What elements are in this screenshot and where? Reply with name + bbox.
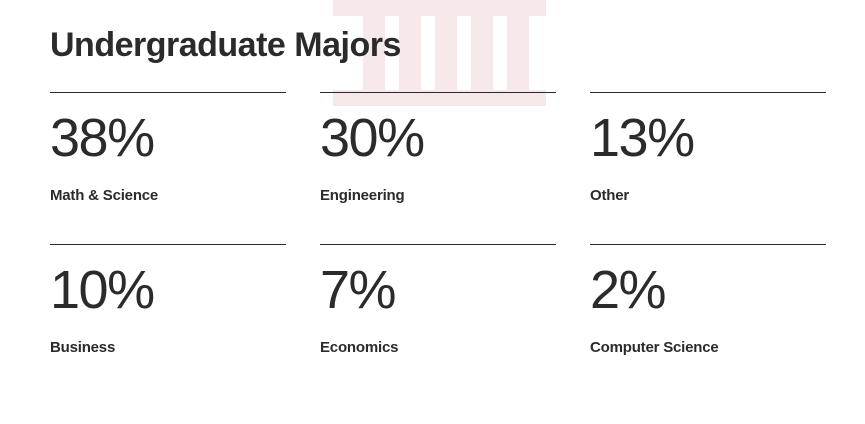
stat-card: 38% Math & Science <box>50 92 286 223</box>
stat-label: Computer Science <box>590 339 719 356</box>
stat-value: 2% <box>590 260 667 320</box>
stat-value: 38% <box>50 108 155 168</box>
stat-label: Economics <box>320 339 399 356</box>
columns-base <box>333 90 546 106</box>
stat-label: Math & Science <box>50 187 159 204</box>
stat-label: Engineering <box>320 187 405 204</box>
stat-card: 13% Other <box>590 92 826 223</box>
stat-card: 30% Engineering <box>320 92 556 223</box>
column <box>507 16 529 90</box>
stat-value: 7% <box>320 260 397 320</box>
columns-pediment <box>333 0 546 16</box>
section-title: Undergraduate Majors <box>50 26 401 64</box>
stat-label: Business <box>50 339 116 356</box>
stat-card: 7% Economics <box>320 244 556 375</box>
stat-value: 10% <box>50 260 155 320</box>
stat-value: 13% <box>590 108 695 168</box>
stat-card: 10% Business <box>50 244 286 375</box>
stat-card: 2% Computer Science <box>590 244 826 375</box>
stat-value: 30% <box>320 108 425 168</box>
building-columns-icon <box>333 0 546 106</box>
column <box>471 16 493 90</box>
column <box>363 16 385 90</box>
stat-label: Other <box>590 187 630 204</box>
column <box>435 16 457 90</box>
column <box>399 16 421 90</box>
